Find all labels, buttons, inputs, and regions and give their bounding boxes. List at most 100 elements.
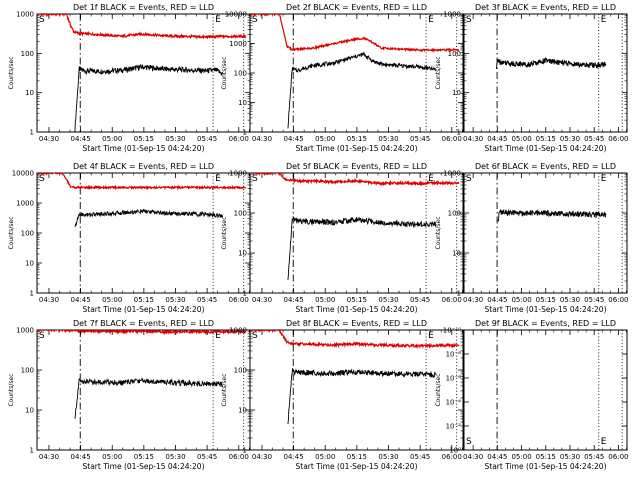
x-tick-label: 05:30 xyxy=(165,296,185,304)
x-tick-label: 05:30 xyxy=(165,135,185,143)
chart-panel-3: Det 3f BLACK = Events, RED = LLD Counts/s… xyxy=(435,3,628,153)
y-tick-label: 1000 xyxy=(229,327,247,335)
x-tick-label: 05:15 xyxy=(347,296,367,304)
events-series-line xyxy=(287,216,437,281)
x-tick-label: 04:45 xyxy=(70,453,90,461)
y-tick-label: 1000 xyxy=(229,40,247,48)
x-tick-label: 05:15 xyxy=(347,453,367,461)
x-tick-label: 05:30 xyxy=(560,135,580,143)
events-series-line xyxy=(497,208,607,222)
chart-panel-6: Det 6f BLACK = Events, RED = LLD Counts/s… xyxy=(435,162,628,314)
x-tick-label: 06:00 xyxy=(442,453,462,461)
x-axis-label: Start Time (01-Sep-15 04:24:20) xyxy=(83,305,205,314)
y-tick-label: 1 xyxy=(457,290,461,298)
x-tick-label: 04:45 xyxy=(487,296,507,304)
x-tick-label: 05:00 xyxy=(102,453,122,461)
y-tick-label: 10 xyxy=(238,407,247,415)
y-tick-label: 100 xyxy=(21,367,34,375)
y-tick-label: 10 xyxy=(25,89,34,97)
x-tick-label: 04:45 xyxy=(283,135,303,143)
y-axis-label: Counts/sec xyxy=(221,373,228,406)
lld-series-line xyxy=(250,14,460,53)
y-tick-label: 1000 xyxy=(229,170,247,178)
chart-panel-9: Det 9f BLACK = Events, RED = LLD Counts/s… xyxy=(435,319,628,471)
plot-frame xyxy=(249,329,464,451)
chart-title: Det 4f BLACK = Events, RED = LLD xyxy=(73,162,214,171)
plot-frame xyxy=(463,172,628,294)
time-marker-label: S xyxy=(466,15,472,25)
x-tick-label: 04:45 xyxy=(283,453,303,461)
x-tick-label: 04:30 xyxy=(252,135,272,143)
x-tick-label: 06:00 xyxy=(229,135,249,143)
y-axis-label: Counts/sec xyxy=(8,56,15,89)
x-tick-label: 05:45 xyxy=(197,453,217,461)
y-tick-label: 1 xyxy=(30,129,34,137)
x-tick-label: 06:00 xyxy=(608,296,628,304)
chart-title: Det 8f BLACK = Events, RED = LLD xyxy=(286,319,427,328)
series-group xyxy=(495,56,607,70)
y-tick-label: 1 xyxy=(30,447,34,455)
y-axis-label: Counts/sec xyxy=(8,216,15,249)
y-tick-label: 10 xyxy=(25,260,34,268)
time-marker-label: S xyxy=(39,174,45,184)
time-marker-label: S xyxy=(39,15,45,25)
y-tick-label: 10 xyxy=(238,250,247,258)
series-group xyxy=(37,14,247,132)
x-tick-label: 04:30 xyxy=(252,296,272,304)
y-axis-label: Counts/sec xyxy=(435,216,442,249)
y-tick-label: 1000 xyxy=(443,11,461,19)
lld-series-line xyxy=(37,330,246,336)
x-tick-label: 05:45 xyxy=(584,453,604,461)
series-group xyxy=(37,173,247,227)
x-tick-label: 04:45 xyxy=(70,135,90,143)
y-tick-label: 10⁻⁸ xyxy=(446,351,462,359)
y-tick-label: 100 xyxy=(234,210,247,218)
y-axis-label: Counts/sec xyxy=(221,216,228,249)
x-tick-label: 04:45 xyxy=(283,296,303,304)
time-marker-label: E xyxy=(601,174,607,184)
x-tick-label: 04:30 xyxy=(39,453,59,461)
plot-frame xyxy=(249,13,464,133)
series-group xyxy=(37,330,246,419)
chart-title: Det 5f BLACK = Events, RED = LLD xyxy=(286,162,427,171)
x-tick-label: 06:00 xyxy=(442,296,462,304)
events-series-line xyxy=(74,63,223,132)
x-tick-label: 04:30 xyxy=(463,453,483,461)
events-series-line xyxy=(74,377,224,419)
chart-title: Det 3f BLACK = Events, RED = LLD xyxy=(475,3,616,12)
y-tick-label: 1 xyxy=(457,129,461,137)
time-marker-label: E xyxy=(215,331,221,341)
x-tick-label: 05:00 xyxy=(511,453,531,461)
y-tick-label: 10 xyxy=(452,89,461,97)
x-tick-label: 05:30 xyxy=(378,296,398,304)
y-tick-label: 1 xyxy=(243,290,247,298)
chart-panel-5: Det 5f BLACK = Events, RED = LLD Counts/s… xyxy=(221,162,464,314)
x-axis-label: Start Time (01-Sep-15 04:24:20) xyxy=(485,462,607,471)
time-marker-label: E xyxy=(601,15,607,25)
y-axis-label: Counts/sec xyxy=(435,56,442,89)
chart-panel-4: Det 4f BLACK = Events, RED = LLD Counts/s… xyxy=(8,162,251,314)
x-axis-label: Start Time (01-Sep-15 04:24:20) xyxy=(296,462,418,471)
x-axis-label: Start Time (01-Sep-15 04:24:20) xyxy=(485,305,607,314)
time-marker-label: S xyxy=(39,331,45,341)
y-tick-label: 1 xyxy=(243,129,247,137)
series-group xyxy=(250,14,460,129)
y-tick-label: 1000 xyxy=(443,170,461,178)
chart-panel-7: Det 7f BLACK = Events, RED = LLD Counts/s… xyxy=(8,319,251,471)
plot-frame xyxy=(36,13,251,133)
x-tick-label: 06:00 xyxy=(608,135,628,143)
y-tick-label: 10⁻² xyxy=(446,423,462,431)
y-tick-label: 1000 xyxy=(16,327,34,335)
x-tick-label: 05:15 xyxy=(536,135,556,143)
lld-series-line xyxy=(37,173,247,191)
x-tick-label: 04:45 xyxy=(487,453,507,461)
chart-panel-2: Det 2f BLACK = Events, RED = LLD Counts/s… xyxy=(221,3,464,153)
chart-panel-1: Det 1f BLACK = Events, RED = LLD Counts/s… xyxy=(8,3,251,153)
y-tick-label: 10⁻⁴ xyxy=(446,399,462,407)
x-tick-label: 04:30 xyxy=(39,296,59,304)
time-marker-label: E xyxy=(428,331,434,341)
x-tick-label: 05:00 xyxy=(511,296,531,304)
time-marker-label: E xyxy=(428,15,434,25)
time-marker-label: E xyxy=(215,174,221,184)
x-tick-label: 05:45 xyxy=(584,135,604,143)
